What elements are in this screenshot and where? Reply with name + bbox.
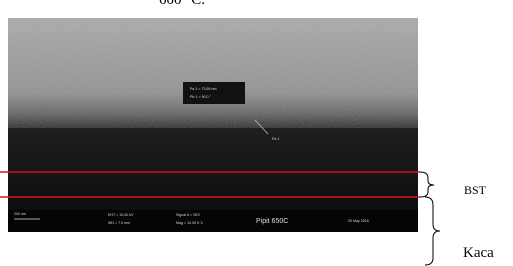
info-text: 200 nm bbox=[14, 212, 26, 216]
figure: 600 °C. Pa 1 = 73.69 nm Pb 1 = 90.0 ° Pa… bbox=[0, 0, 513, 266]
brace bbox=[425, 197, 440, 265]
measure-text: Pb 1 = 90.0 ° bbox=[190, 95, 211, 99]
info-text: Signal A = SE2 bbox=[176, 213, 200, 217]
measure-text: Pa 1 = 73.69 nm bbox=[190, 87, 216, 91]
micrograph: Pa 1 = 73.69 nm Pb 1 = 90.0 ° Pa 1 200 n… bbox=[8, 18, 418, 232]
marker-label: Pa 1 bbox=[272, 137, 279, 141]
info-text: Pipit 650C bbox=[256, 218, 288, 225]
info-text: Mag = 10.00 K X bbox=[176, 221, 203, 225]
caption: 600 °C. bbox=[159, 0, 205, 8]
label-substrate: Kaca bbox=[463, 245, 494, 261]
measure-box bbox=[183, 82, 245, 104]
label-film: BST bbox=[464, 183, 487, 197]
info-text: EHT = 10.00 kV bbox=[108, 213, 134, 217]
info-text: 20 May 2016 bbox=[348, 219, 369, 223]
info-text: WD = 7.0 mm bbox=[108, 221, 130, 225]
brace bbox=[420, 172, 434, 197]
